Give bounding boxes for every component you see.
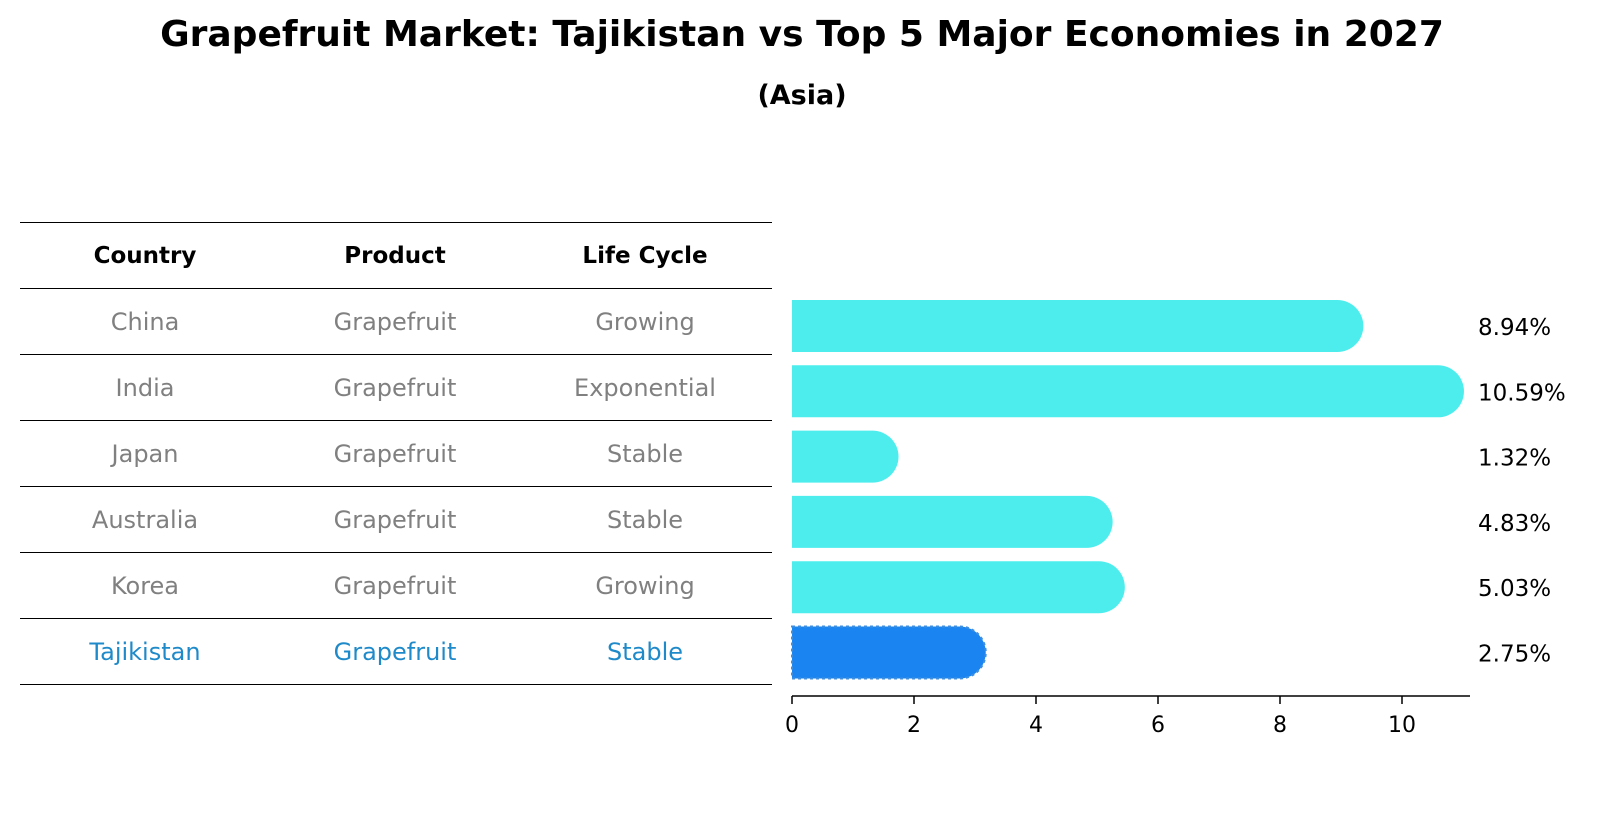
bar [792, 430, 899, 483]
table-row: Japan Grapefruit Stable [20, 420, 772, 486]
table-header-row: Country Product Life Cycle [20, 222, 772, 288]
table-row: Korea Grapefruit Growing [20, 552, 772, 618]
bar [792, 365, 1464, 418]
table-row: India Grapefruit Exponential [20, 354, 772, 420]
x-tick-label: 0 [785, 713, 799, 738]
product-cell: Grapefruit [333, 439, 457, 468]
country-cell: India [115, 373, 175, 402]
x-tick-label: 2 [907, 713, 921, 738]
table-row: China Grapefruit Growing [20, 288, 772, 354]
life-cycle-cell: Growing [595, 307, 695, 336]
product-cell: Grapefruit [333, 637, 457, 666]
product-cell: Grapefruit [333, 373, 457, 402]
bar [792, 561, 1125, 614]
x-tick-label: 6 [1151, 713, 1165, 738]
country-cell: China [110, 307, 180, 336]
bar [792, 300, 1364, 352]
value-label: 1.32% [1478, 446, 1551, 472]
life-cycle-cell: Growing [595, 571, 695, 600]
data-table: Country Product Life Cycle China Grapefr… [20, 222, 772, 685]
header-product: Product [344, 242, 446, 269]
value-label: 2.75% [1478, 642, 1551, 668]
life-cycle-cell: Exponential [574, 373, 716, 402]
value-label: 8.94% [1478, 315, 1551, 341]
product-cell: Grapefruit [333, 307, 457, 336]
country-cell: Australia [91, 505, 199, 534]
value-label: 4.83% [1478, 511, 1551, 537]
x-tick-label: 4 [1029, 713, 1043, 738]
value-label: 5.03% [1478, 576, 1551, 602]
country-cell: Korea [110, 571, 180, 600]
country-cell: Tajikistan [89, 637, 201, 666]
bar-highlighted [791, 625, 987, 680]
product-cell: Grapefruit [333, 505, 457, 534]
table-row-highlighted: Tajikistan Grapefruit Stable [20, 618, 772, 685]
x-tick-label: 8 [1273, 713, 1287, 738]
chart-title: Grapefruit Market: Tajikistan vs Top 5 M… [160, 14, 1444, 55]
bar [792, 495, 1113, 548]
life-cycle-cell: Stable [606, 505, 684, 534]
product-cell: Grapefruit [333, 571, 457, 600]
header-country: Country [93, 242, 197, 269]
life-cycle-cell: Stable [606, 439, 684, 468]
life-cycle-cell: Stable [606, 637, 684, 666]
chart-subtitle: (Asia) [757, 80, 847, 111]
header-life-cycle: Life Cycle [582, 242, 708, 269]
x-tick-label: 10 [1388, 713, 1416, 738]
value-label: 10.59% [1478, 380, 1566, 406]
country-cell: Japan [111, 439, 179, 468]
table-row: Australia Grapefruit Stable [20, 486, 772, 552]
